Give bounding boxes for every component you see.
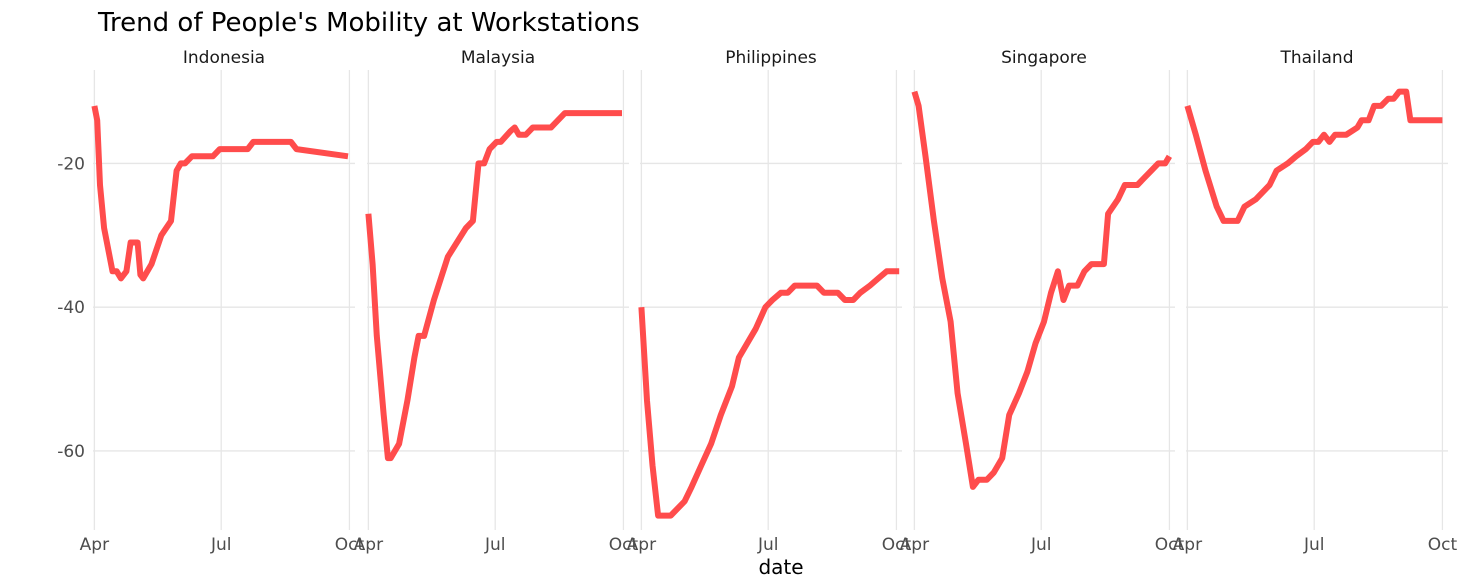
series-line-indonesia	[91, 105, 349, 282]
facet-panel-philippines: Apr Jul Oct Philippines	[627, 48, 912, 555]
chart-title: Trend of People's Mobility at Workstatio…	[97, 8, 640, 38]
x-tick-label: Oct	[335, 535, 365, 555]
facet-panel-singapore: Apr Jul Oct Singapore	[900, 48, 1185, 555]
x-tick-label: Apr	[1173, 535, 1202, 555]
x-axis-title: date	[758, 555, 803, 579]
x-tick-label: Jul	[757, 535, 779, 555]
x-tick-label: Apr	[354, 535, 383, 555]
y-tick-label: -40	[57, 298, 85, 318]
x-tick-label: Oct	[1155, 535, 1185, 555]
facet-label-thailand: Thailand	[1279, 48, 1353, 68]
y-tick-label: -60	[57, 442, 85, 462]
x-tick-label: Oct	[1428, 535, 1458, 555]
facet-panel-indonesia: Apr Jul Oct Indonesia	[80, 48, 365, 555]
series-line-malaysia	[365, 110, 622, 462]
x-tick-label: Apr	[80, 535, 109, 555]
facet-label-philippines: Philippines	[725, 48, 817, 68]
facet-label-malaysia: Malaysia	[461, 48, 535, 68]
facet-panels: Apr Jul Oct Indonesia Apr Jul Oct Malaysia Apr Ju…	[80, 48, 1458, 555]
series-line-thailand	[1184, 88, 1443, 224]
x-tick-label: Jul	[210, 535, 232, 555]
facet-panel-thailand: Apr Jul Oct Thailand	[1173, 48, 1458, 555]
series-line-philippines	[638, 268, 900, 519]
x-tick-label: Jul	[1030, 535, 1052, 555]
facet-label-indonesia: Indonesia	[183, 48, 265, 68]
series-line-singapore	[911, 90, 1172, 490]
x-tick-label: Jul	[1303, 535, 1325, 555]
x-tick-label: Apr	[627, 535, 656, 555]
facet-label-singapore: Singapore	[1001, 48, 1087, 68]
y-tick-label: -20	[57, 154, 85, 174]
y-axis-ticks: -20 -40 -60	[57, 154, 85, 462]
facet-panel-malaysia: Apr Jul Oct Malaysia	[354, 48, 639, 555]
x-tick-label: Oct	[882, 535, 912, 555]
x-tick-label: Jul	[484, 535, 506, 555]
x-tick-label: Oct	[609, 535, 639, 555]
x-tick-label: Apr	[900, 535, 929, 555]
